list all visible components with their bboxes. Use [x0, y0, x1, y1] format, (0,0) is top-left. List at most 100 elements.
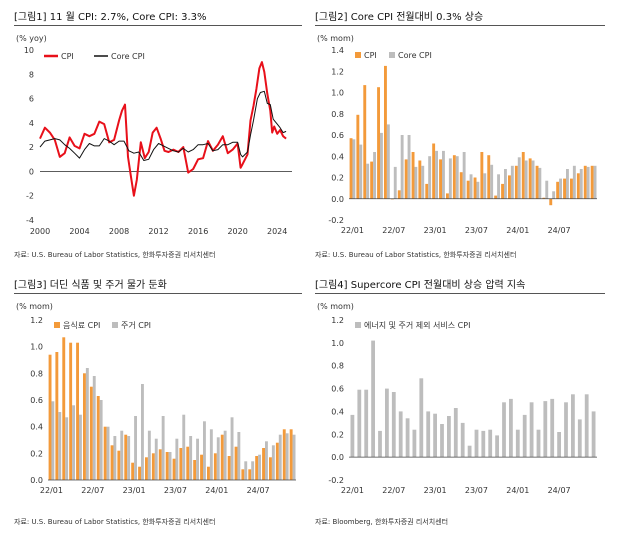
y-tick-label: 0.6: [331, 385, 344, 394]
y-tick-label: 0.8: [30, 369, 43, 378]
bar: [428, 156, 432, 199]
bar: [462, 152, 466, 199]
chart-title: [그림4] Supercore CPI 전월대비 상승 압력 지속: [315, 280, 526, 291]
bar: [504, 169, 507, 199]
bar: [432, 143, 436, 199]
y-tick-label: 0.2: [30, 449, 43, 458]
bar: [400, 135, 404, 199]
bar: [96, 396, 100, 480]
bar: [377, 87, 380, 199]
x-tick-label: 22/07: [382, 226, 405, 235]
bar: [535, 165, 539, 199]
bar: [248, 469, 252, 480]
chart-panel-2: [그림2] Core CPI 전월대비 0.3% 상승 (% mom) -0.2 0…: [315, 8, 605, 259]
bar: [213, 453, 217, 480]
x-tick-label: 23/07: [164, 486, 187, 495]
bar: [515, 429, 520, 458]
bar: [359, 144, 363, 199]
y-tick-label: 1.2: [30, 316, 43, 325]
legend-label: CPI: [364, 51, 377, 60]
bar-chart: (% mom) 0.0 0.2 0.4 0.6 0.8 1.0 1.2 22/01 22/07 23…: [16, 302, 296, 495]
bar: [223, 430, 227, 480]
bar: [524, 160, 528, 199]
bar-chart: (% mom) -0.2 0.0 0.2 0.4 0.6 0.8 1.0 1.2 22/01 22/…: [317, 302, 597, 495]
bar: [490, 164, 494, 199]
bar: [193, 460, 197, 480]
bar: [85, 368, 89, 480]
bar: [487, 155, 491, 199]
y-tick-label: -2: [26, 192, 34, 201]
bar: [543, 401, 548, 458]
bar: [175, 438, 179, 480]
bar: [92, 376, 96, 480]
bar: [521, 152, 525, 199]
bar: [439, 159, 442, 199]
bar: [269, 457, 272, 480]
y-tick-label: -4: [26, 216, 34, 225]
bar: [566, 169, 569, 199]
bar: [453, 408, 458, 458]
bar: [207, 466, 210, 480]
chart-source: 자료: U.S. Bureau of Labor Statistics, 한화투…: [14, 518, 216, 526]
bar: [442, 150, 445, 199]
bar: [282, 429, 286, 480]
bar: [48, 354, 52, 480]
bar: [590, 165, 594, 199]
bar: [271, 445, 275, 480]
bar: [51, 401, 55, 480]
y-tick-label: 1.0: [30, 343, 43, 352]
bar: [433, 413, 437, 458]
bar: [127, 436, 131, 480]
chart-title: [그림2] Core CPI 전월대비 0.3% 상승: [315, 12, 484, 23]
bar: [172, 458, 176, 480]
bar: [393, 166, 397, 199]
bar: [460, 422, 465, 458]
bar: [378, 430, 382, 458]
bar: [352, 139, 356, 199]
x-tick-label: 22/01: [341, 226, 364, 235]
bar: [189, 436, 193, 480]
x-tick-label: 24/07: [548, 226, 571, 235]
x-tick-label: 23/01: [123, 486, 146, 495]
axis-unit-label: (% mom): [317, 302, 354, 311]
legend-label: 음식료 CPI: [63, 321, 100, 330]
bar: [158, 449, 162, 480]
bar: [168, 452, 172, 480]
y-tick-label: 6: [29, 95, 34, 104]
bar: [495, 435, 499, 458]
bar: [480, 152, 484, 199]
bar: [230, 417, 234, 480]
bar: [265, 441, 268, 480]
bar: [113, 436, 117, 480]
bar: [58, 412, 62, 480]
bar: [459, 172, 463, 199]
chart-panel-4: [그림4] Supercore CPI 전월대비 상승 압력 지속 (% mom…: [315, 276, 605, 531]
bar: [448, 158, 452, 199]
bar: [55, 352, 59, 480]
bar: [497, 174, 500, 199]
chart-panel-1: [그림1] 11 월 CPI: 2.7%, Core CPI: 3.3% (% …: [14, 8, 302, 259]
y-tick-label: -0.2: [328, 476, 344, 485]
bar: [106, 426, 110, 480]
x-tick-label: 23/01: [424, 486, 447, 495]
axis-unit-label: (% mom): [16, 302, 53, 311]
legend-swatch: [389, 52, 395, 58]
bar: [154, 438, 158, 480]
bar: [571, 394, 575, 458]
bar: [414, 166, 418, 199]
bar: [350, 414, 355, 458]
bar: [161, 416, 165, 480]
bar: [586, 166, 590, 199]
bar: [570, 178, 573, 199]
bar: [131, 462, 135, 480]
chart-source: 자료: Bloomberg, 한화투자증권 리서치센터: [315, 518, 449, 526]
bar: [151, 453, 155, 480]
bar: [370, 161, 374, 199]
bar: [209, 429, 213, 480]
bar: [203, 421, 206, 480]
y-tick-label: 0.0: [331, 453, 344, 462]
axis-unit-label: (% mom): [317, 34, 354, 43]
x-tick-label: 22/07: [382, 486, 405, 495]
y-tick-label: 4: [29, 119, 34, 128]
bar: [556, 181, 560, 199]
